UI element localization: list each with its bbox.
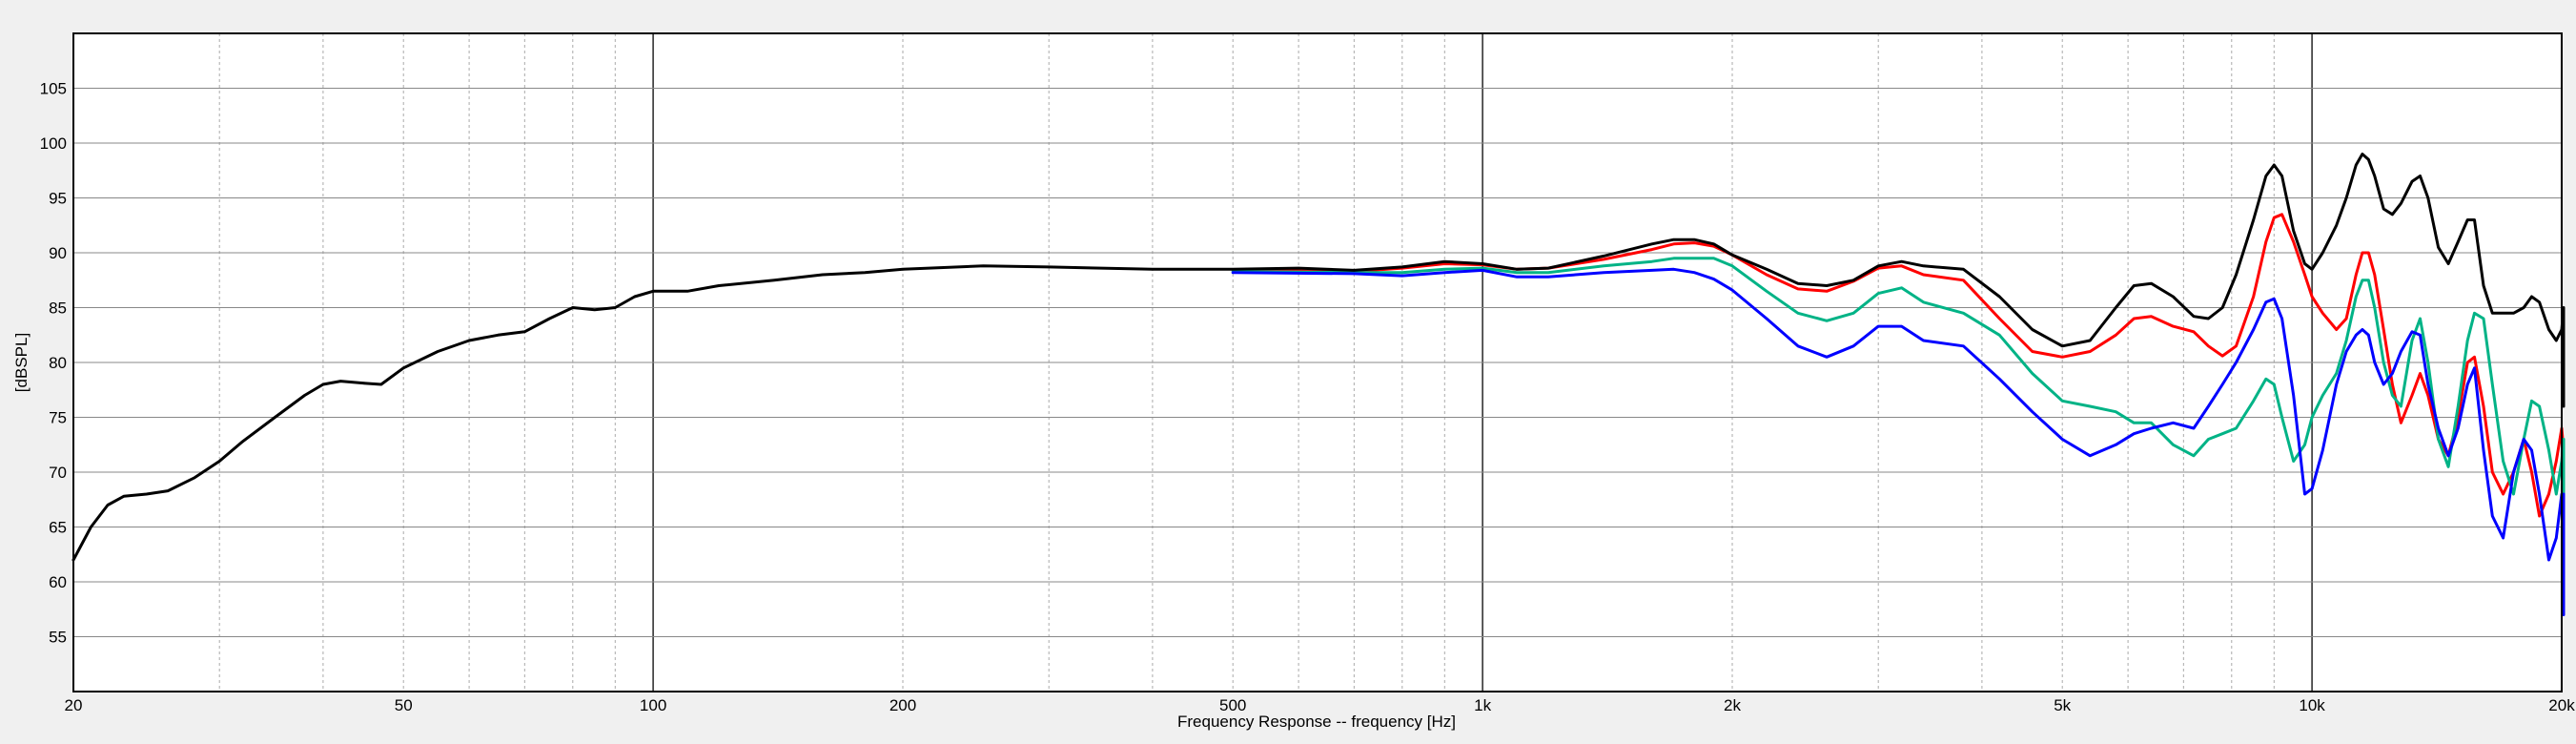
x-tick-label: 2k — [1724, 696, 1741, 714]
y-tick-label: 100 — [40, 134, 67, 153]
x-tick-label: 500 — [1219, 696, 1246, 714]
x-tick-label: 200 — [889, 696, 916, 714]
y-tick-label: 75 — [49, 409, 67, 427]
plot-frame — [72, 32, 2563, 692]
y-tick-label: 105 — [40, 80, 67, 98]
x-tick-label: 1k — [1474, 696, 1491, 714]
y-tick-label: 95 — [49, 190, 67, 208]
y-tick-labels: 55 60 65 70 75 80 85 90 95 100 105 — [40, 80, 67, 647]
series-line-3 — [1231, 257, 2566, 562]
x-axis-label: Frequency Response -- frequency [Hz] — [1177, 713, 1456, 731]
y-tick-label: 85 — [49, 300, 67, 318]
y-tick-label: 70 — [49, 464, 67, 482]
x-tick-label: 20k — [2548, 696, 2575, 714]
x-tick-label: 20 — [65, 696, 83, 714]
y-tick-label: 80 — [49, 354, 67, 372]
x-tick-label: 10k — [2299, 696, 2325, 714]
y-tick-label: 65 — [49, 519, 67, 537]
series-line-4 — [1231, 267, 2566, 616]
series-line-2 — [1231, 213, 2566, 584]
x-tick-label: 50 — [395, 696, 413, 714]
y-tick-label: 55 — [49, 629, 67, 647]
series-line-1 — [72, 153, 2566, 562]
y-tick-label: 90 — [49, 244, 67, 262]
y-axis-label: [dBSPL] — [12, 333, 31, 392]
grid-layer — [72, 33, 2563, 692]
y-tick-label: 60 — [49, 573, 67, 591]
series-layer — [72, 153, 2566, 616]
x-tick-label: 100 — [640, 696, 666, 714]
x-tick-label: 5k — [2054, 696, 2071, 714]
x-tick-labels: 20 50 100 200 500 1k 2k 5k 10k 20k — [65, 696, 2576, 714]
